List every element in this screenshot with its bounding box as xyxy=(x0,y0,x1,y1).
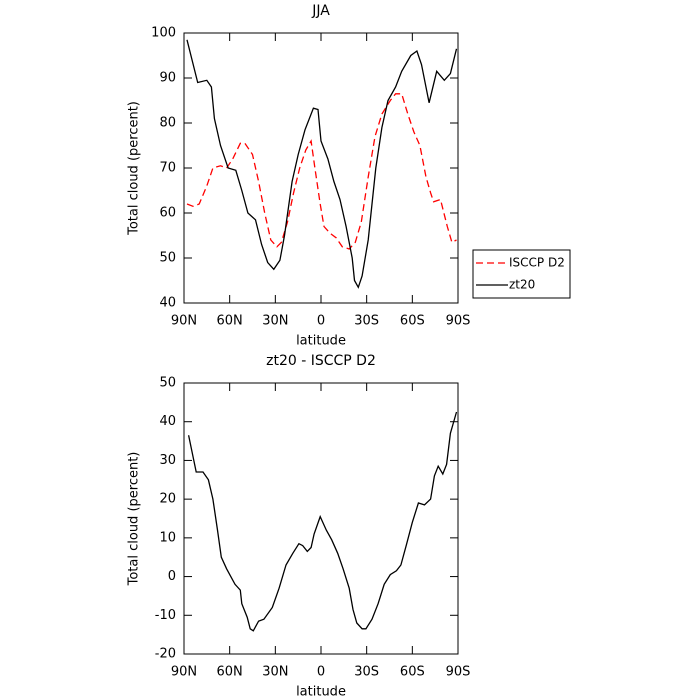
x-tick-label: 90S xyxy=(446,314,471,329)
y-axis-label: Total cloud (percent) xyxy=(127,452,142,587)
x-tick-label: 90S xyxy=(446,665,471,680)
x-tick-label: 30S xyxy=(354,665,379,680)
panel: JJA latitude Total cloud (percent) 90N 60N 30… xyxy=(127,3,571,349)
y-tick-label: 20 xyxy=(159,492,176,507)
x-tick-label: 30N xyxy=(262,314,288,329)
x-tick-label: 60S xyxy=(400,665,425,680)
chart-title: zt20 - ISCCP D2 xyxy=(266,353,376,369)
y-tick-label: 90 xyxy=(159,71,176,86)
y-tick-label: 50 xyxy=(159,376,176,391)
y-tick-label: 60 xyxy=(159,206,176,221)
y-tick-label: 80 xyxy=(159,116,176,131)
chart-title: JJA xyxy=(311,3,330,19)
y-tick-label: 40 xyxy=(159,296,176,311)
x-axis-label: latitude xyxy=(296,685,346,700)
y-tick-label: 10 xyxy=(159,530,176,545)
plot-frame xyxy=(183,32,459,304)
panel: zt20 - ISCCP D2 latitude Total cloud (perc… xyxy=(127,353,471,700)
x-tick-label: 60N xyxy=(217,314,243,329)
legend-frame xyxy=(472,249,571,299)
y-tick-label: 70 xyxy=(159,161,176,176)
x-tick-label: 90N xyxy=(171,314,197,329)
y-tick-label: 0 xyxy=(168,569,176,584)
series-line xyxy=(186,39,458,289)
legend-label: ISCCP D2 xyxy=(509,256,565,270)
x-tick-label: 90N xyxy=(171,665,197,680)
legend-label: zt20 xyxy=(509,278,535,292)
x-tick-label: 60N xyxy=(217,665,243,680)
y-tick-label: 30 xyxy=(159,453,176,468)
series-line xyxy=(187,411,458,632)
x-tick-label: 30N xyxy=(262,665,288,680)
y-tick-label: -20 xyxy=(155,647,176,662)
legend: ISCCP D2 zt20 xyxy=(472,249,571,299)
x-axis-label: latitude xyxy=(296,334,346,349)
y-axis-label: Total cloud (percent) xyxy=(127,101,142,236)
y-tick-label: 40 xyxy=(159,414,176,429)
x-tick-label: 30S xyxy=(354,314,379,329)
x-tick-label: 0 xyxy=(317,314,325,329)
y-tick-label: 50 xyxy=(159,251,176,266)
x-tick-label: 60S xyxy=(400,314,425,329)
x-tick-label: 0 xyxy=(317,665,325,680)
series-line xyxy=(186,93,457,250)
y-tick-label: 100 xyxy=(151,26,176,41)
y-tick-label: -10 xyxy=(155,608,176,623)
